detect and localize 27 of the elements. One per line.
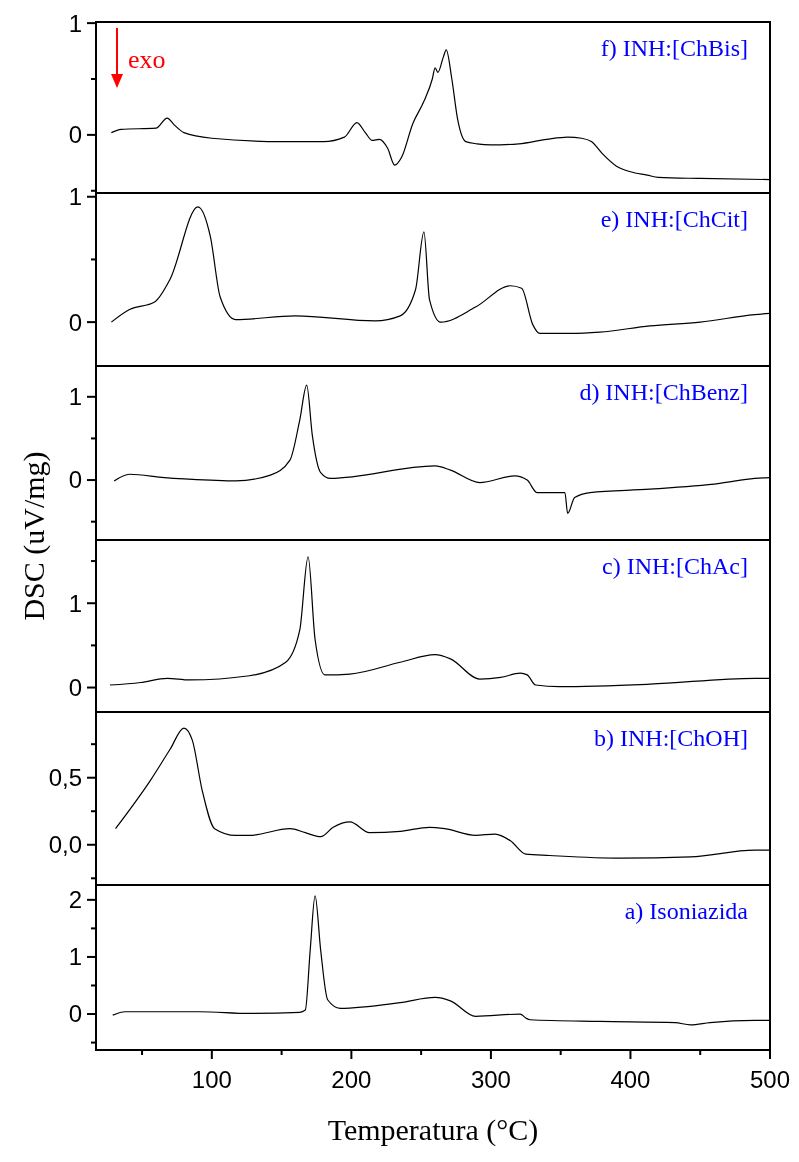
text: a) Isoniazida <box>624 898 749 924</box>
x-tick-label: 400 <box>610 1066 651 1093</box>
y-tick-label: 0 <box>68 1000 82 1028</box>
y-tick-label: 1 <box>68 589 82 617</box>
y-tick-label: 2 <box>68 886 82 914</box>
x-axis-title: Temperatura (°C) <box>327 1113 539 1147</box>
text: e) INH:[ChCit] <box>600 206 748 232</box>
text: c) INH:[ChAc] <box>602 553 748 579</box>
x-tick-label: 300 <box>470 1066 511 1093</box>
y-tick-label: 0 <box>68 308 82 336</box>
text: d) INH:[ChBenz] <box>579 379 748 405</box>
y-tick-label: 0 <box>68 673 82 701</box>
text: f) INH:[ChBis] <box>600 35 748 61</box>
y-tick-label: 1 <box>68 9 82 37</box>
text: b) INH:[ChOH] <box>594 725 748 751</box>
x-tick-label: 100 <box>191 1066 232 1093</box>
annotation: exo <box>128 45 166 74</box>
y-axis-title: DSC (uV/mg) <box>17 451 51 621</box>
x-tick-label: 200 <box>331 1066 372 1093</box>
y-tick-label: 0,5 <box>48 764 82 792</box>
y-tick-label: 0 <box>68 121 82 149</box>
y-tick-label: 1 <box>68 183 82 211</box>
x-tick-label: 500 <box>749 1066 791 1093</box>
y-tick-label: 0,0 <box>48 831 82 859</box>
y-tick-label: 1 <box>68 943 82 971</box>
y-tick-label: 1 <box>68 383 82 411</box>
y-tick-label: 0 <box>68 466 82 494</box>
